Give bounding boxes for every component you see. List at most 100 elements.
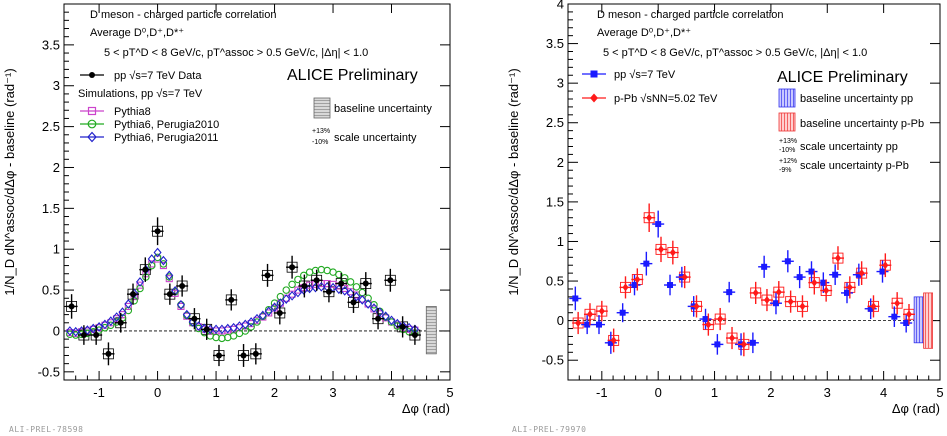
right-ppb-point bbox=[729, 334, 736, 343]
left-ytick-label: 0 bbox=[53, 323, 60, 338]
left-data-point bbox=[276, 309, 283, 316]
right-scale-ppb-label: scale uncertainty p-Pb bbox=[800, 160, 909, 172]
right-ppb-point bbox=[658, 245, 664, 254]
right-pp-point bbox=[596, 321, 602, 328]
left-ytick-label: 1.5 bbox=[42, 201, 60, 216]
left-sim-1-point bbox=[346, 278, 355, 286]
left-header-line-3: 5 < pT^D < 8 GeV/c, pT^assoc > 0.5 GeV/c… bbox=[104, 47, 368, 59]
left-baseline-uncertainty-box bbox=[425, 306, 437, 355]
right-xtick-label: 1 bbox=[711, 385, 718, 400]
right-ppb-point bbox=[882, 261, 889, 270]
right-x-axis-label: Δφ (rad) bbox=[892, 401, 940, 416]
left-data-point bbox=[301, 283, 308, 289]
right-pp-point bbox=[607, 339, 614, 346]
left-data-point bbox=[166, 291, 173, 298]
right-ppb-point bbox=[775, 288, 782, 297]
left-sim-2-point bbox=[346, 288, 355, 299]
right-header-line-2: Average D⁰,D⁺,D*⁺ bbox=[597, 27, 691, 39]
right-pp-point bbox=[784, 258, 791, 265]
left-sim-2-point bbox=[112, 312, 121, 322]
right-xtick-label: 3 bbox=[824, 385, 831, 400]
left-data-marks bbox=[65, 217, 421, 367]
left-sim-2-point bbox=[118, 307, 127, 318]
left-data-point bbox=[313, 277, 320, 284]
right-ppb-point bbox=[681, 273, 688, 282]
left-sim-2-point bbox=[305, 283, 314, 294]
right-scale-ppb-down: -9% bbox=[779, 167, 791, 174]
left-x-axis-label: Δφ (rad) bbox=[402, 401, 450, 416]
left-sim-2-point bbox=[241, 319, 250, 330]
left-ytick-label: 2.5 bbox=[42, 119, 60, 134]
right-baseline-ppb-label: baseline uncertainty p-Pb bbox=[800, 118, 924, 130]
left-legend-data-label: pp √s=7 TeV Data bbox=[114, 70, 202, 82]
right-ppb-point bbox=[693, 302, 700, 311]
left-ytick-label: 0.5 bbox=[42, 283, 60, 298]
right-ytick-label: 3 bbox=[557, 76, 564, 91]
right-pp-point bbox=[879, 268, 886, 275]
right-baseline-pp-box bbox=[913, 296, 925, 344]
right-scale-ppb-up: +12% bbox=[779, 158, 797, 165]
left-sim-1-point bbox=[288, 280, 296, 289]
left-sim-2-point bbox=[159, 255, 168, 266]
right-baseline-ppb-swatch bbox=[778, 112, 796, 132]
right-ytick-label: 0.5 bbox=[546, 274, 564, 289]
left-legend: pp √s=7 TeV Data Simulations, pp √s=7 Te… bbox=[78, 70, 219, 144]
right-header-line-1: D meson - charged particle correlation bbox=[597, 9, 783, 21]
right-ppb-point bbox=[610, 336, 617, 345]
left-xtick-label: 1 bbox=[212, 385, 219, 400]
left-ytick-label: -0.5 bbox=[38, 364, 60, 379]
right-pp-point bbox=[891, 313, 898, 320]
left-data-point bbox=[179, 283, 186, 289]
left-data-point bbox=[362, 280, 369, 287]
left-data-point bbox=[240, 352, 247, 359]
right-y-axis-label: 1/N_D dN^assoc/dΔφ - baseline (rad⁻¹) bbox=[506, 68, 521, 295]
right-uncertainty-boxes bbox=[572, 212, 933, 350]
right-scale-pp-down: -10% bbox=[779, 147, 795, 154]
left-legend-data-marker bbox=[89, 72, 95, 78]
right-legend-ppb-label: p-Pb √sNN=5.02 TeV bbox=[614, 93, 718, 105]
left-data-point bbox=[191, 315, 198, 322]
left-data-point bbox=[228, 296, 235, 303]
right-legend-pp-label: pp √s=7 TeV bbox=[614, 69, 676, 81]
left-sim-2-point bbox=[311, 282, 320, 293]
left-sim-1-point bbox=[177, 301, 185, 309]
left-sim-2-point bbox=[381, 311, 390, 322]
right-ppb-point bbox=[894, 299, 901, 308]
right-pp-point bbox=[726, 289, 733, 296]
right-pp-point bbox=[619, 309, 626, 316]
left-data-point bbox=[325, 288, 332, 295]
left-sim-2-point bbox=[282, 294, 291, 304]
left-sim-2-point bbox=[364, 299, 373, 309]
left-ytick-label: 2 bbox=[53, 160, 60, 175]
left-data-point bbox=[80, 332, 87, 339]
right-ppb-point bbox=[906, 310, 912, 319]
left-sim-2-point bbox=[293, 287, 302, 298]
left-scale-uncertainty-label: scale uncertainty bbox=[334, 132, 417, 144]
left-sim-2-point bbox=[194, 321, 203, 331]
left-xtick-label: 2 bbox=[271, 385, 278, 400]
right-ytick-label: -0.5 bbox=[542, 353, 564, 368]
right-pp-point bbox=[808, 268, 815, 275]
left-sim-0-point bbox=[124, 302, 132, 310]
left-sim-2-point bbox=[217, 324, 226, 335]
left-legend-perugia2010-marker bbox=[87, 119, 97, 129]
left-y-axis-label: 1/N_D dN^assoc/dΔφ - baseline (rad⁻¹) bbox=[2, 68, 17, 295]
left-legend-pythia8-marker bbox=[87, 106, 97, 116]
left-sim-2-point bbox=[258, 310, 267, 321]
left-data-point bbox=[215, 352, 222, 359]
left-sim-2-point bbox=[393, 318, 402, 329]
right-pp-point bbox=[714, 341, 721, 348]
right-scale-pp-label: scale uncertainty pp bbox=[800, 141, 898, 153]
left-sim-2-point bbox=[71, 326, 80, 337]
right-ppb-point bbox=[575, 319, 582, 328]
left-xtick-label: 5 bbox=[446, 385, 453, 400]
left-sim-2-point bbox=[147, 254, 156, 264]
left-data-point bbox=[338, 280, 345, 287]
left-ytick-label: 3.5 bbox=[42, 37, 60, 52]
right-pp-point bbox=[832, 271, 839, 278]
right-watermark: ALI-PREL-79970 bbox=[512, 425, 586, 434]
right-ppb-point bbox=[717, 315, 724, 324]
left-data-point bbox=[117, 319, 124, 326]
right-pp-point bbox=[855, 271, 862, 278]
